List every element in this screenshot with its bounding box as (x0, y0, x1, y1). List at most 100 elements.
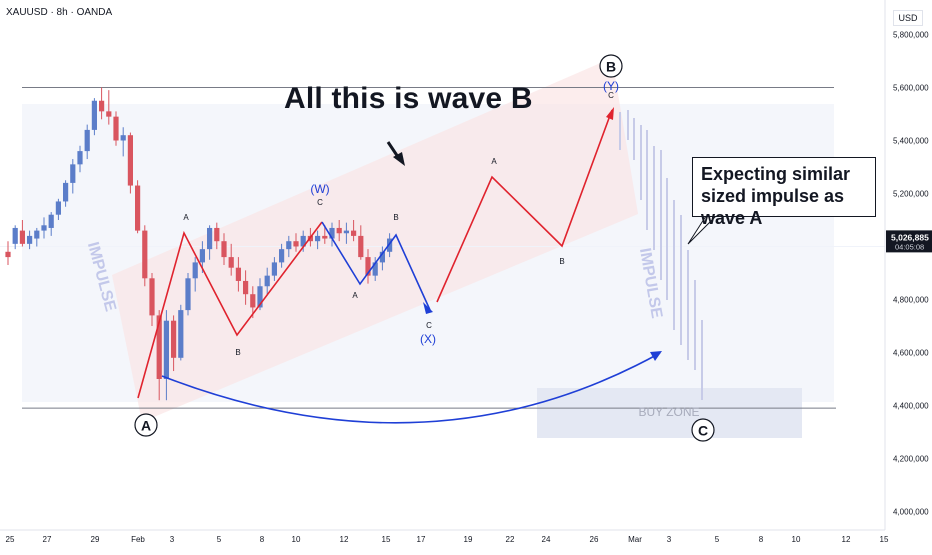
candle-body (27, 235, 33, 244)
candle-body (127, 135, 133, 186)
currency-button[interactable]: USD (893, 10, 923, 26)
waves-layer (137, 107, 717, 424)
candles-layer (5, 87, 703, 401)
bullish-channel (112, 58, 638, 422)
candle-body (286, 241, 292, 250)
x-tick-label: 15 (382, 535, 391, 544)
y-tick-label: 4,800,000 (893, 296, 929, 305)
x-tick-label: 22 (506, 535, 515, 544)
candle-body (12, 227, 18, 244)
countdown-label: 04:05:08 (895, 242, 924, 251)
candle-body (329, 227, 335, 239)
y-tick-label: 4,400,000 (893, 402, 929, 411)
x-tick-label: 29 (91, 535, 100, 544)
y-tick-label: 4,000,000 (893, 508, 929, 517)
candle-body (19, 230, 25, 244)
x-tick-label: 8 (759, 535, 764, 544)
sub-wave-b3: B (559, 257, 564, 266)
wave-a-main-circle (134, 413, 158, 437)
x-tick-label: 27 (43, 535, 52, 544)
y-tick-label: 4,200,000 (893, 455, 929, 464)
x-tick-label: 24 (542, 535, 551, 544)
wave-b-title: All this is wave B (284, 82, 533, 115)
x-tick-label: 12 (340, 535, 349, 544)
candle-body (279, 249, 285, 263)
x-tick-label: Mar (628, 535, 642, 544)
wave-blue-x (321, 221, 431, 311)
x-tick-label: 25 (6, 535, 15, 544)
candle-body (135, 185, 141, 231)
candle-body (379, 251, 385, 263)
candle-body (99, 100, 105, 112)
candle-body (264, 275, 270, 287)
wave-a-main: A (141, 418, 151, 434)
wave-b-main-circle (599, 54, 623, 78)
sub-wave-a2: A (352, 291, 358, 300)
candle-body (192, 262, 198, 279)
y-tick-label: 5,400,000 (893, 137, 929, 146)
y-tick-label: 5,600,000 (893, 84, 929, 93)
candle-body (235, 267, 241, 281)
candle-body (207, 227, 213, 250)
candle-body (171, 320, 177, 358)
sub-wave-a1: A (183, 213, 189, 222)
candle-body (34, 230, 40, 239)
candle-body (293, 241, 299, 247)
candle-body (250, 294, 256, 308)
callout-box: Expecting similar sized impulse as wave … (692, 157, 876, 228)
wave-y-arrowhead (606, 107, 614, 120)
blue-arc-arrowhead (650, 351, 662, 361)
buy-zone-label: BUY ZONE (638, 405, 699, 419)
wave-c-main: C (698, 423, 708, 439)
candle-body (372, 262, 378, 276)
wave-red-y (436, 109, 613, 303)
x-tick-label: 5 (217, 535, 222, 544)
x-tick-label: 5 (715, 535, 720, 544)
candle-body (106, 111, 112, 117)
wave-c-main-circle (691, 418, 715, 442)
sub-wave-b1: B (235, 348, 240, 357)
x-tick-label: 19 (464, 535, 473, 544)
candle-body (91, 100, 97, 130)
candle-body (300, 235, 306, 247)
sub-wave-c2: C (426, 321, 432, 330)
x-tick-label: Feb (131, 535, 145, 544)
candle-body (387, 238, 393, 252)
candle-body (5, 251, 11, 258)
candle-body (113, 116, 119, 141)
candle-body (322, 235, 328, 239)
levels-layer (22, 87, 836, 409)
candle-body (84, 129, 90, 152)
candle-body (221, 241, 227, 258)
title-pointer-head (393, 152, 405, 166)
candle-body (343, 230, 349, 234)
y-tick-label: 5,200,000 (893, 190, 929, 199)
buy-zone-box (537, 388, 802, 438)
x-tick-label: 17 (417, 535, 426, 544)
candle-body (243, 280, 249, 295)
x-tick-label: 15 (880, 535, 889, 544)
x-tick-label: 3 (667, 535, 672, 544)
y-tick-label: 5,800,000 (893, 31, 929, 40)
last-price-label: 5,026,885 (891, 232, 929, 242)
candle-body (70, 164, 76, 183)
candle-body (351, 230, 357, 236)
candle-body (271, 262, 277, 276)
sub-wave-a3: A (491, 157, 497, 166)
candle-body (55, 201, 61, 215)
x-tick-label: 12 (842, 535, 851, 544)
wave-w-label: (W) (310, 182, 329, 196)
sub-wave-c3: C (608, 91, 614, 100)
candle-body (41, 225, 47, 231)
candle-body (214, 227, 220, 242)
x-tick-label: 10 (792, 535, 801, 544)
wave-x-arrowhead (423, 302, 433, 314)
callout-pointer (687, 215, 717, 245)
candle-body (257, 286, 263, 308)
time-scale-bg (0, 530, 885, 550)
wave-red-w (137, 221, 323, 399)
